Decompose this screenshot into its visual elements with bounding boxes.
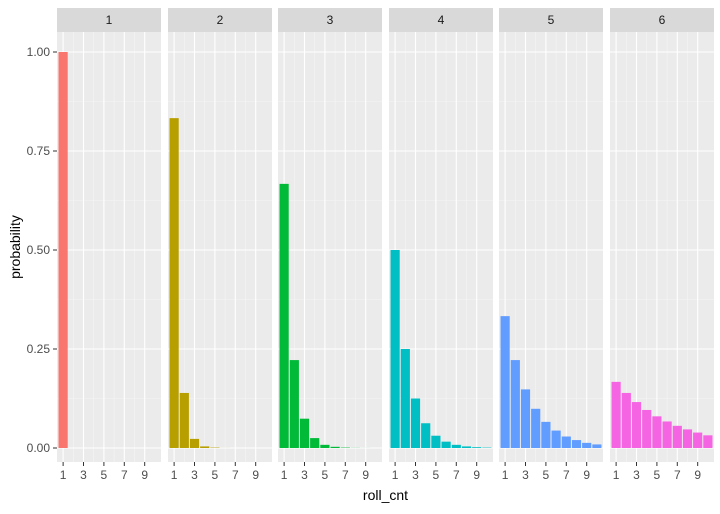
x-tick-label: 9 [694,468,701,482]
panel-background [57,32,161,462]
facet-strip-label: 1 [106,13,113,27]
x-tick-label: 3 [633,468,640,482]
x-axis-title: roll_cnt [363,487,408,503]
bar-facet-6-roll-8 [682,429,693,448]
bar-facet-4-roll-8 [461,446,472,448]
x-tick-label: 1 [60,468,67,482]
facet-strip [278,8,382,32]
bar-facet-4-roll-7 [451,444,461,448]
bar-facet-2-roll-2 [179,392,189,448]
y-tick-label: 0.25 [27,342,51,356]
bar-facet-5-roll-7 [561,436,571,448]
panel-background [610,32,714,462]
x-tick-label: 3 [191,468,198,482]
x-tick-label: 1 [281,468,288,482]
bar-facet-5-roll-10 [592,444,602,448]
bar-facet-5-roll-4 [531,408,541,448]
bar-facet-6-roll-9 [693,432,703,448]
bar-facet-4-roll-4 [421,423,431,448]
x-tick-label: 5 [654,468,661,482]
x-tick-label: 9 [473,468,480,482]
x-tick-label: 9 [583,468,590,482]
bar-facet-3-roll-1 [279,183,289,449]
bar-facet-6-roll-1 [611,381,621,448]
x-tick-label: 3 [301,468,308,482]
y-axis-title: probability [7,215,23,279]
bar-facet-6-roll-4 [642,409,652,448]
bar-facet-3-roll-4 [310,438,320,448]
x-tick-label: 5 [433,468,440,482]
bar-facet-5-roll-2 [510,360,520,448]
bar-facet-5-roll-8 [571,440,582,448]
facet-strip-label: 6 [659,13,666,27]
bar-facet-5-roll-5 [541,421,551,448]
bar-facet-2-roll-4 [200,446,210,448]
facet-strip-label: 3 [327,13,334,27]
bar-facet-4-roll-6 [441,441,451,448]
x-tick-label: 3 [80,468,87,482]
facet-strip [610,8,714,32]
x-tick-label: 1 [171,468,178,482]
bar-facet-1-roll-1 [58,52,68,448]
bar-facet-6-roll-2 [621,392,631,448]
facet-strip [168,8,272,32]
bar-facet-4-roll-2 [400,349,410,448]
bar-facet-3-roll-6 [330,446,340,448]
y-tick-label: 0.00 [27,441,51,455]
x-tick-label: 3 [412,468,419,482]
y-tick-label: 1.00 [27,45,51,59]
bar-facet-4-roll-1 [390,250,400,448]
bar-facet-6-roll-5 [652,416,662,448]
x-tick-label: 9 [362,468,369,482]
bar-facet-6-roll-7 [672,425,682,448]
facet-strip-label: 2 [217,13,224,27]
bar-facet-2-roll-3 [189,438,200,448]
x-tick-label: 7 [342,468,349,482]
bar-facet-2-roll-1 [169,118,179,448]
y-tick-label: 0.50 [27,243,51,257]
bar-facet-3-roll-5 [320,444,330,448]
bar-facet-5-roll-6 [551,430,561,448]
x-tick-label: 7 [563,468,570,482]
x-tick-label: 5 [101,468,108,482]
x-tick-label: 7 [453,468,460,482]
x-tick-label: 1 [392,468,399,482]
facet-strip-label: 5 [548,13,555,27]
bar-facet-5-roll-3 [520,389,531,448]
bar-facet-3-roll-2 [289,360,299,448]
bar-facet-5-roll-1 [500,316,510,448]
x-tick-label: 1 [613,468,620,482]
bar-facet-6-roll-3 [631,402,642,448]
facet-strip-label: 4 [438,13,445,27]
y-tick-label: 0.75 [27,144,51,158]
x-tick-label: 7 [232,468,239,482]
x-tick-label: 9 [141,468,148,482]
x-tick-label: 7 [121,468,128,482]
bar-facet-3-roll-3 [299,418,310,448]
facet-strip [499,8,603,32]
x-tick-label: 5 [543,468,550,482]
bar-facet-4-roll-3 [410,398,421,448]
panel-background [168,32,272,462]
facet-strip [57,8,161,32]
bar-facet-4-roll-9 [472,447,482,448]
bar-facet-6-roll-10 [703,435,713,448]
bar-facet-6-roll-6 [662,421,672,448]
x-tick-label: 9 [252,468,259,482]
bar-facet-4-roll-5 [431,435,441,448]
x-tick-label: 7 [674,468,681,482]
x-tick-label: 5 [322,468,329,482]
bar-facet-5-roll-9 [582,442,592,448]
x-tick-label: 5 [212,468,219,482]
x-tick-label: 3 [522,468,529,482]
facet-strip [389,8,493,32]
x-tick-label: 1 [502,468,509,482]
